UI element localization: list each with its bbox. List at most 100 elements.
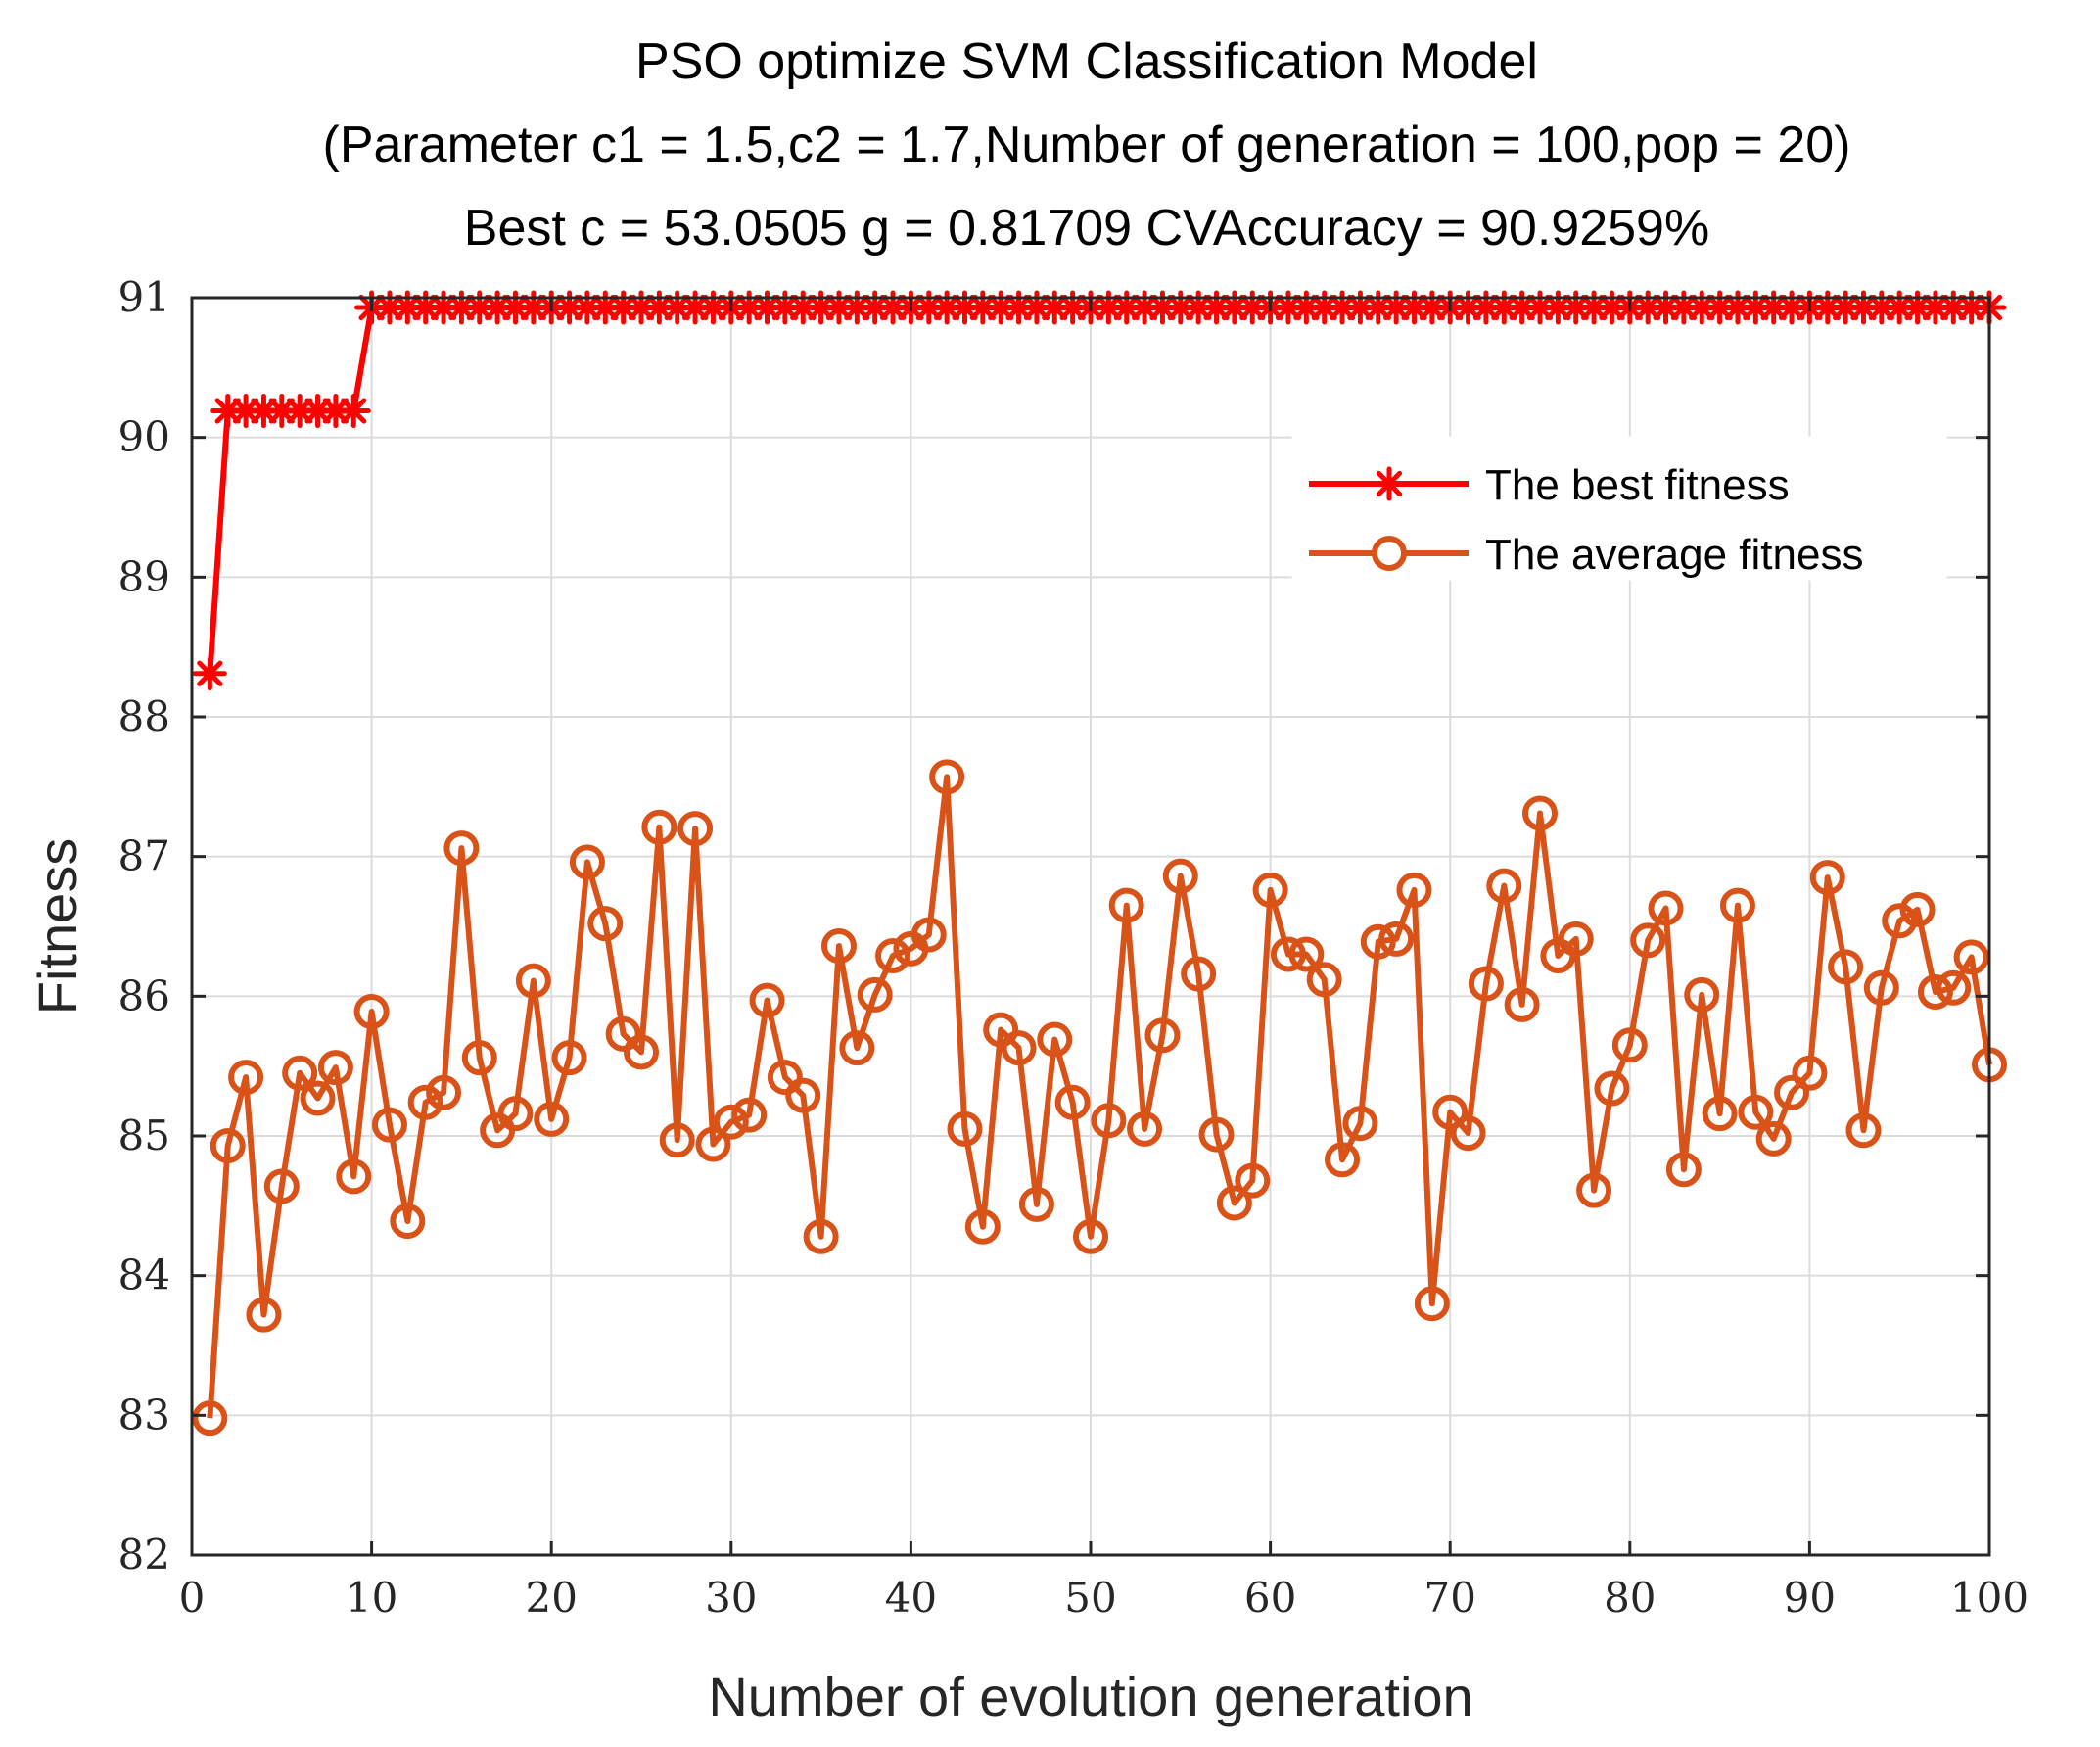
axis-ticks: 0 10 20 30 40 50 60 70 80 90 100 82 83 84 85 86 87 88 89 90… [118, 273, 2030, 1622]
average-fitness-point [1755, 1120, 1792, 1157]
average-fitness-point [1325, 1142, 1361, 1178]
y-axis-label: Fitness [26, 838, 88, 1015]
average-fitness-point [263, 1168, 300, 1204]
average-fitness-point [353, 994, 390, 1030]
x-tick-label: 70 [1423, 1574, 1475, 1622]
average-fitness-point [1882, 903, 1918, 939]
x-tick-label: 50 [1064, 1574, 1116, 1622]
x-tick-label: 30 [705, 1574, 757, 1622]
average-fitness-point [875, 937, 911, 973]
average-fitness-point [371, 1107, 407, 1143]
average-fitness-point [624, 1034, 659, 1070]
average-fitness-point [210, 1127, 246, 1163]
y-tick-label: 84 [118, 1251, 170, 1299]
average-fitness-point [1270, 936, 1306, 972]
average-fitness-point [767, 1060, 803, 1096]
average-fitness-point [1917, 974, 1953, 1011]
best-fitness-point [552, 290, 587, 325]
average-fitness-point [1001, 1030, 1037, 1066]
average-fitness-point [300, 1080, 336, 1116]
average-fitness-point [983, 1012, 1019, 1048]
average-fitness-point [1630, 922, 1666, 959]
average-fitness-point [1054, 1084, 1091, 1120]
y-tick-label: 91 [118, 273, 170, 321]
chart-title-line-1: PSO optimize SVM Classification Model [635, 33, 1538, 90]
average-fitness-point [857, 976, 893, 1013]
average-fitness-point [1091, 1103, 1127, 1139]
average-fitness-point [964, 1208, 1001, 1245]
average-fitness-point [1702, 1096, 1738, 1132]
average-fitness-point [713, 1104, 749, 1140]
average-fitness-point [534, 1101, 570, 1137]
average-fitness-point [515, 963, 551, 999]
legend-best-marker [1372, 466, 1407, 501]
average-fitness-point [228, 1060, 264, 1096]
average-fitness-point [461, 1040, 497, 1076]
average-fitness-point [1504, 986, 1540, 1022]
average-fitness-point [1576, 1172, 1612, 1208]
average-fitness-point [1845, 1112, 1882, 1149]
average-fitness-point [1809, 860, 1845, 896]
average-fitness-point [426, 1074, 462, 1110]
average-fitness-point [1486, 868, 1522, 904]
average-fitness-point [1396, 872, 1432, 908]
average-fitness-point [551, 1040, 587, 1076]
average-fitness-point [1594, 1070, 1630, 1107]
average-fitness-point [910, 917, 947, 953]
best-fitness-point [1199, 290, 1235, 325]
average-fitness-point [1719, 887, 1755, 923]
x-tick-label: 40 [885, 1574, 937, 1622]
average-fitness-point [1648, 890, 1684, 926]
average-fitness-point [947, 1110, 983, 1147]
chart-title-line-2: (Parameter c1 = 1.5,c2 = 1.7,Number of g… [323, 117, 1851, 173]
average-fitness-point [1181, 956, 1217, 992]
average-fitness-point [1774, 1074, 1810, 1110]
average-fitness-point [1018, 1186, 1054, 1222]
legend-best-label: The best fitness [1485, 461, 1790, 509]
y-tick-label: 87 [118, 832, 170, 880]
average-fitness-point [1611, 1027, 1648, 1063]
legend-average-marker [1372, 536, 1407, 571]
best-fitness-point [192, 656, 227, 691]
x-tick-label: 20 [525, 1574, 577, 1622]
average-fitness-point [1306, 962, 1342, 998]
average-fitness-point [1522, 795, 1558, 831]
average-fitness-point [605, 1015, 641, 1052]
average-fitness-point [929, 759, 965, 795]
average-fitness-point [1468, 966, 1504, 1002]
average-fitness-point [497, 1096, 534, 1132]
average-fitness-point [1665, 1152, 1702, 1188]
average-fitness-point [1360, 923, 1396, 960]
average-fitness-point [1414, 1286, 1450, 1322]
average-fitness-point [1432, 1094, 1469, 1130]
legend-average-label: The average fitness [1485, 531, 1863, 579]
x-axis-label: Number of evolution generation [708, 1666, 1472, 1727]
best-fitness-point [318, 394, 353, 429]
average-fitness-point [246, 1297, 282, 1333]
best-fitness-point [210, 394, 246, 429]
y-tick-label: 82 [118, 1531, 170, 1579]
best-fitness-point [336, 394, 371, 429]
average-fitness-point [820, 927, 857, 964]
average-fitness-point [1792, 1055, 1828, 1091]
average-fitness-point [1288, 936, 1325, 972]
average-fitness-point [731, 1097, 768, 1133]
average-fitness-point [1144, 1017, 1181, 1054]
average-fitness-point [317, 1050, 353, 1086]
average-fitness-point [1108, 887, 1144, 923]
average-fitness-point [1216, 1185, 1252, 1221]
x-tick-label: 60 [1244, 1574, 1296, 1622]
best-fitness-point [570, 290, 605, 325]
y-tick-label: 88 [118, 692, 170, 740]
average-fitness-point [839, 1030, 875, 1066]
average-fitness-point [677, 811, 714, 847]
average-fitness-point [443, 830, 480, 867]
average-fitness-point [336, 1158, 372, 1195]
average-fitness-point [641, 809, 677, 845]
best-fitness-point [301, 394, 336, 429]
average-fitness-point [695, 1126, 731, 1162]
x-tick-label: 80 [1604, 1574, 1656, 1622]
data-series [192, 290, 2007, 1437]
average-fitness-point [569, 844, 605, 880]
